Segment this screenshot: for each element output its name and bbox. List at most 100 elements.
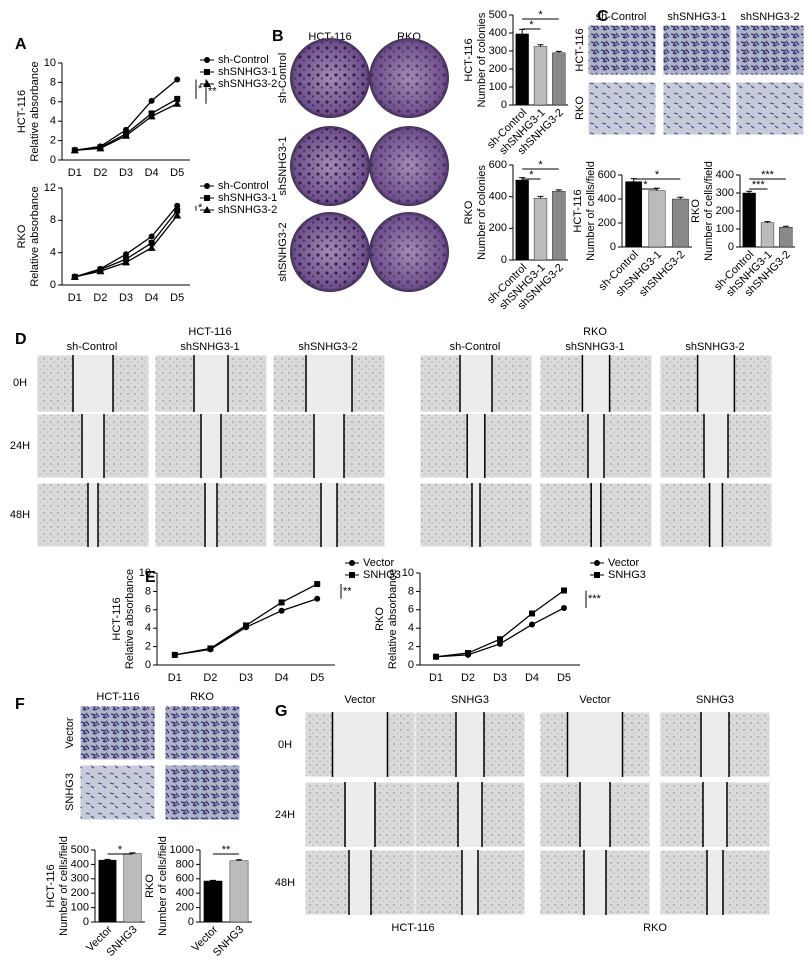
x-tick-label: D3 <box>493 672 507 684</box>
marker <box>529 610 535 617</box>
y-tick-label: 8 <box>50 76 56 88</box>
y-tick-label: 0 <box>50 279 56 291</box>
row-label: shSNHG3-2 <box>277 222 289 281</box>
wound <box>88 483 98 547</box>
y-axis-label: HCT-116 <box>572 189 584 232</box>
y-axis-label: Number of cells/field <box>58 836 70 936</box>
marker <box>278 607 285 614</box>
row-label: HCT-116 <box>574 28 586 71</box>
marker <box>174 202 181 209</box>
x-tick-label: D2 <box>203 672 217 684</box>
y-tick-label: 4 <box>50 247 56 259</box>
x-tick-label: D1 <box>168 672 182 684</box>
y-tick-label: 0 <box>188 916 194 928</box>
y-tick-label: 10 <box>44 57 56 69</box>
marker <box>207 645 214 652</box>
bar <box>779 226 793 248</box>
y-tick-label: 400 <box>176 887 194 899</box>
y-axis-label: Relative absorbance <box>29 61 41 161</box>
image <box>587 81 657 136</box>
error-bar <box>537 44 544 47</box>
y-tick-label: 2 <box>50 135 56 147</box>
wound <box>582 355 610 412</box>
y-tick-label: 200 <box>176 902 194 914</box>
label: sh-Control <box>450 341 501 353</box>
legend-label: SNHG3 <box>363 569 401 581</box>
legend-label: Vector <box>363 557 395 569</box>
colonies <box>292 214 368 290</box>
colonies <box>371 214 447 290</box>
y-axis-label: Number of cells/field <box>703 161 715 261</box>
y-tick-label: 200 <box>598 217 616 229</box>
marker <box>594 560 600 566</box>
label: sh-Control <box>596 11 647 23</box>
legend-label: Vector <box>608 557 640 569</box>
error-bar <box>129 852 136 854</box>
bar <box>515 33 529 106</box>
marker <box>204 195 210 201</box>
y-tick-label: 6 <box>50 96 56 108</box>
wound <box>701 712 729 777</box>
error-bar <box>555 50 562 53</box>
bar <box>625 181 643 248</box>
y-tick-label: 400 <box>598 193 616 205</box>
y-tick-label: 2 <box>145 641 151 653</box>
label: 24H <box>275 809 295 821</box>
y-tick-label: 0 <box>83 916 89 928</box>
marker <box>70 272 79 280</box>
marker <box>497 640 503 647</box>
marker <box>594 572 600 578</box>
x-tick-label: D2 <box>93 292 107 304</box>
marker <box>148 233 155 240</box>
wound <box>194 355 228 412</box>
y-tick-label: 400 <box>489 27 507 39</box>
sig-label: * <box>655 169 660 181</box>
image <box>587 24 657 76</box>
bar <box>203 880 223 923</box>
image <box>79 764 156 821</box>
label: 0H <box>278 739 292 751</box>
wound <box>462 850 478 915</box>
x-tick-label: D4 <box>275 672 289 684</box>
y-tick-label: 400 <box>716 169 734 181</box>
bar <box>760 222 775 248</box>
sig-label: * <box>529 19 534 31</box>
y-tick-label: 8 <box>145 585 151 597</box>
label: shSNHG3-2 <box>740 11 799 23</box>
bar <box>533 198 548 261</box>
marker <box>465 650 471 657</box>
sig-label: ** <box>208 86 217 98</box>
line <box>174 583 318 656</box>
wound <box>580 782 610 847</box>
marker <box>70 146 79 154</box>
legend-label: shSNHG3-1 <box>218 192 277 204</box>
y-tick-label: 0 <box>50 154 56 166</box>
y-tick-label: 800 <box>176 858 194 870</box>
error-bar <box>555 189 562 192</box>
marker <box>204 69 210 75</box>
sig-label: ** <box>222 844 231 856</box>
y-tick-label: 10 <box>139 567 151 579</box>
wound <box>697 355 735 412</box>
marker <box>243 622 249 629</box>
bar <box>648 190 666 248</box>
y-tick-label: 400 <box>71 858 89 870</box>
marker <box>122 258 130 266</box>
bar <box>552 190 566 261</box>
x-tick-label: D5 <box>310 672 324 684</box>
y-axis-label: HCT-116 <box>463 38 475 81</box>
x-tick-label: D2 <box>461 672 475 684</box>
row-label: sh-Control <box>277 53 289 104</box>
sig-label: ** <box>343 585 352 597</box>
image <box>662 81 732 136</box>
wound <box>567 712 623 777</box>
y-tick-label: 400 <box>489 191 507 203</box>
wound <box>707 850 723 915</box>
label: HCT-116 <box>188 326 231 338</box>
wound <box>201 414 221 478</box>
x-tick-label: D1 <box>68 167 82 179</box>
bar <box>123 853 142 923</box>
marker <box>173 211 182 219</box>
y-tick-label: 4 <box>50 115 56 127</box>
wound <box>458 782 482 847</box>
